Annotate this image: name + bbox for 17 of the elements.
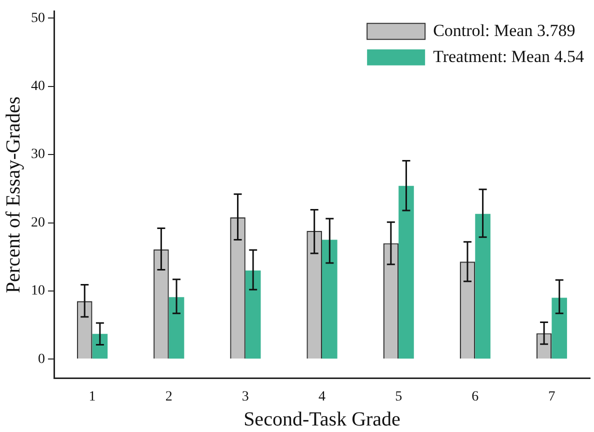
x-tick-label: 7 xyxy=(548,389,556,404)
y-tick-label: 50 xyxy=(31,10,45,26)
x-tick-label: 5 xyxy=(395,389,402,404)
y-tick-label: 40 xyxy=(31,79,45,94)
x-tick-label: 4 xyxy=(318,389,326,404)
legend-label: Control: Mean 3.789 xyxy=(433,20,576,40)
y-tick-label: 10 xyxy=(31,284,45,299)
y-tick-label: 30 xyxy=(31,147,45,162)
y-tick-label: 0 xyxy=(38,352,45,367)
x-tick-label: 2 xyxy=(165,389,172,404)
y-tick-label: 20 xyxy=(31,215,45,230)
x-tick-label: 6 xyxy=(472,389,479,404)
y-axis-title: Percent of Essay-Grades xyxy=(2,96,24,294)
x-axis-title: Second-Task Grade xyxy=(244,408,401,430)
x-tick-label: 1 xyxy=(88,389,96,404)
x-tick-label: 3 xyxy=(242,389,249,404)
legend-label: Treatment: Mean 4.54 xyxy=(433,46,584,66)
